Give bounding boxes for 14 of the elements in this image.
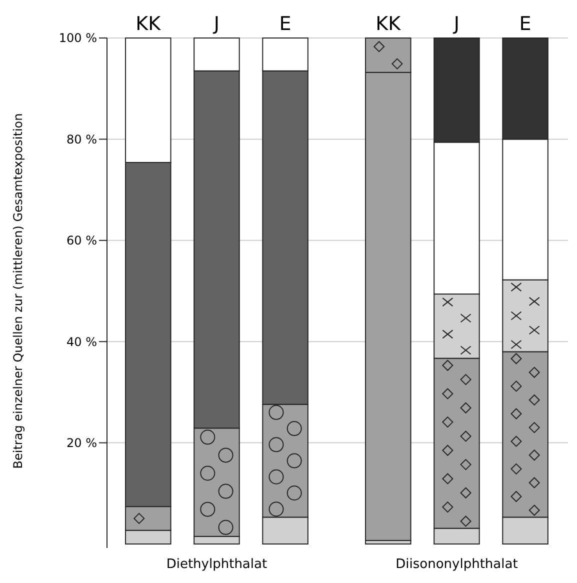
y-tick-label: 100 % xyxy=(58,31,97,46)
x-tick-label: J xyxy=(212,13,220,35)
x-tick-label: KK xyxy=(376,13,402,35)
x-tick-label: KK xyxy=(136,13,162,35)
text: Diisononylphthalat xyxy=(396,557,518,572)
y-tick-label: 60 % xyxy=(66,234,97,248)
x-tick-label: E xyxy=(279,13,292,35)
x-tick-label: E xyxy=(519,13,532,35)
y-tick-label: 20 % xyxy=(66,436,97,450)
y-tick-label: 80 % xyxy=(66,132,97,146)
y-axis-title: Beitrag einzelner Quellen zur (mittleren) Gesamtexposition xyxy=(11,113,25,469)
y-tick-label: 40 % xyxy=(66,334,97,349)
x-tick-label: J xyxy=(452,13,460,35)
text: Diethylphthalat xyxy=(166,557,268,572)
